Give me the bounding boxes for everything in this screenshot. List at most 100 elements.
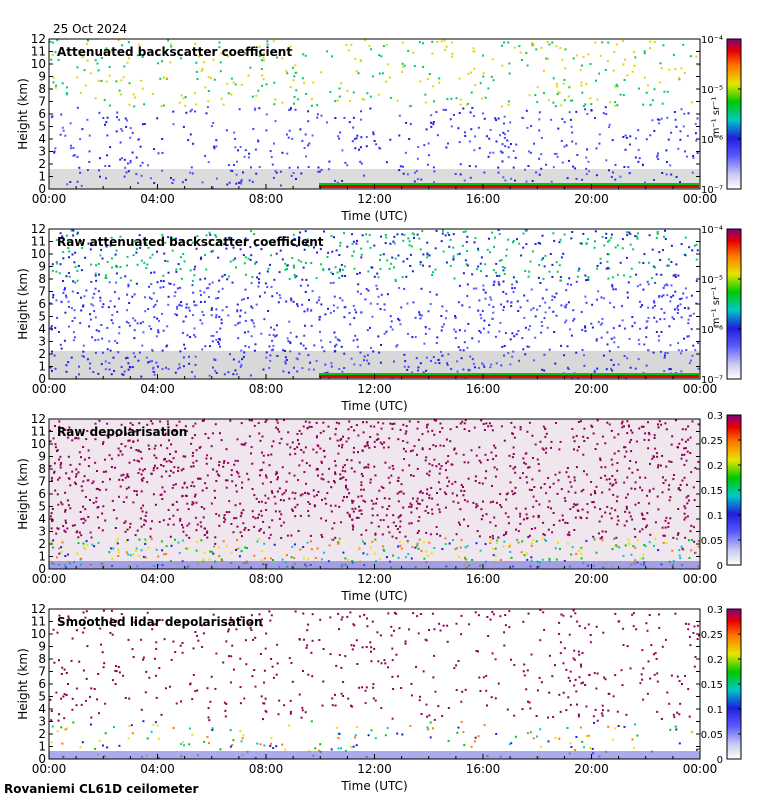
panel-title: Smoothed lidar depolarisation	[57, 615, 263, 629]
y-tick-label: 10	[31, 247, 46, 261]
y-tick-label: 9	[38, 260, 46, 274]
y-tick-label: 0	[38, 752, 46, 766]
y-tick-label: 8	[38, 272, 46, 286]
y-tick-label: 2	[38, 157, 46, 171]
y-tick-label: 1	[38, 550, 46, 564]
x-tick-label: 08:00	[249, 572, 284, 586]
x-tick-label: 04:00	[140, 762, 175, 776]
x-tick-label: 12:00	[357, 192, 392, 206]
y-tick-label: 7	[38, 285, 46, 299]
y-tick-label: 9	[38, 640, 46, 654]
y-tick-label: 12	[31, 602, 46, 616]
colorbar: 0 0.05 0.1 0.15 0.2 0.25 0.3	[701, 411, 742, 572]
chart-panel: Attenuated backscatter coefficient012345…	[16, 32, 742, 223]
y-tick-label: 3	[38, 335, 46, 349]
y-tick-label: 11	[31, 615, 46, 629]
y-tick-label: 6	[38, 487, 46, 501]
x-axis-label: Time (UTC)	[340, 779, 407, 793]
chart-panel: Raw attenuated backscatter coefficient01…	[16, 222, 742, 413]
y-tick-label: 3	[38, 145, 46, 159]
colorbar-units: m⁻¹ sr⁻¹	[711, 287, 722, 328]
x-axis-label: Time (UTC)	[340, 589, 407, 603]
colorbar-tick-label: 0.25	[701, 630, 723, 641]
x-tick-label: 08:00	[249, 762, 284, 776]
x-tick-label: 00:00	[32, 572, 67, 586]
x-axis-label: Time (UTC)	[340, 209, 407, 223]
y-tick-label: 11	[31, 45, 46, 59]
colorbar-tick-label: 0.2	[707, 655, 723, 666]
colorbar-gradient	[727, 39, 741, 189]
x-tick-label: 00:00	[32, 382, 67, 396]
plot-area	[49, 609, 700, 759]
y-tick-label: 9	[38, 70, 46, 84]
x-axis-label: Time (UTC)	[340, 399, 407, 413]
y-tick-label: 11	[31, 425, 46, 439]
colorbar-gradient	[727, 609, 741, 759]
y-tick-label: 8	[38, 82, 46, 96]
colorbar-tick-label: 0.1	[707, 511, 723, 522]
y-tick-label: 6	[38, 107, 46, 121]
y-tick-label: 12	[31, 222, 46, 236]
colorbar-tick-label: 10⁻⁵	[701, 275, 723, 286]
y-tick-label: 11	[31, 235, 46, 249]
y-axis-label: Height (km)	[16, 78, 30, 149]
colorbar-tick-label: 10⁻⁴	[701, 225, 723, 236]
y-tick-label: 7	[38, 95, 46, 109]
y-tick-label: 8	[38, 462, 46, 476]
colorbar-tick-label: 0.05	[701, 730, 723, 741]
x-tick-label: 16:00	[466, 192, 501, 206]
colorbar-tick-label: 0	[717, 561, 723, 572]
y-tick-label: 5	[38, 690, 46, 704]
x-tick-label: 08:00	[249, 192, 284, 206]
colorbar-tick-label: 0.3	[707, 411, 723, 422]
x-tick-label: 20:00	[574, 382, 609, 396]
y-tick-label: 10	[31, 437, 46, 451]
x-tick-label: 00:00	[683, 192, 718, 206]
y-axis-label: Height (km)	[16, 268, 30, 339]
colorbar-tick-label: 10⁻⁷	[701, 375, 723, 386]
colorbar-frame	[726, 228, 742, 380]
y-tick-label: 5	[38, 500, 46, 514]
x-tick-label: 12:00	[357, 382, 392, 396]
colorbar-frame	[726, 38, 742, 190]
y-tick-label: 6	[38, 677, 46, 691]
site-label: Rovaniemi CL61D ceilometer	[4, 782, 199, 796]
chart-panel: Smoothed lidar depolarisation01234567891…	[16, 602, 742, 793]
x-tick-label: 08:00	[249, 382, 284, 396]
colorbar: 10⁻⁷ 10⁻⁶ 10⁻⁵ 10⁻⁴ m⁻¹ sr⁻¹	[701, 225, 742, 386]
y-tick-label: 4	[38, 512, 46, 526]
y-tick-label: 0	[38, 562, 46, 576]
colorbar-gradient	[727, 229, 741, 379]
panel-title: Raw depolarisation	[57, 425, 187, 439]
colorbar-tick-label: 10⁻⁶	[701, 325, 723, 336]
x-tick-label: 16:00	[466, 572, 501, 586]
colorbar-tick-label: 0.3	[707, 605, 723, 616]
colorbar-tick-label: 0.15	[701, 486, 723, 497]
y-tick-label: 10	[31, 57, 46, 71]
colorbar-tick-label: 0.25	[701, 436, 723, 447]
colorbar: 10⁻⁷ 10⁻⁶ 10⁻⁵ 10⁻⁴ m⁻¹ sr⁻¹	[701, 35, 742, 196]
colorbar-tick-label: 10⁻⁷	[701, 185, 723, 196]
y-tick-label: 0	[38, 182, 46, 196]
colorbar-tick-label: 0.1	[707, 705, 723, 716]
y-tick-label: 4	[38, 132, 46, 146]
colorbar-units: m⁻¹ sr⁻¹	[711, 97, 722, 138]
colorbar-tick-label: 0.2	[707, 461, 723, 472]
colorbar-gradient	[727, 415, 741, 565]
x-tick-label: 20:00	[574, 762, 609, 776]
y-tick-label: 8	[38, 652, 46, 666]
colorbar: 0 0.05 0.1 0.15 0.2 0.25 0.3	[701, 605, 742, 766]
plot-area	[49, 39, 700, 189]
y-tick-label: 1	[38, 740, 46, 754]
y-tick-label: 10	[31, 627, 46, 641]
x-tick-label: 20:00	[574, 192, 609, 206]
panel-title: Attenuated backscatter coefficient	[57, 45, 292, 59]
y-tick-label: 4	[38, 702, 46, 716]
date-label: 25 Oct 2024	[53, 22, 127, 36]
x-tick-label: 00:00	[32, 762, 67, 776]
y-tick-label: 7	[38, 665, 46, 679]
x-tick-label: 16:00	[466, 382, 501, 396]
colorbar-tick-label: 0	[717, 755, 723, 766]
